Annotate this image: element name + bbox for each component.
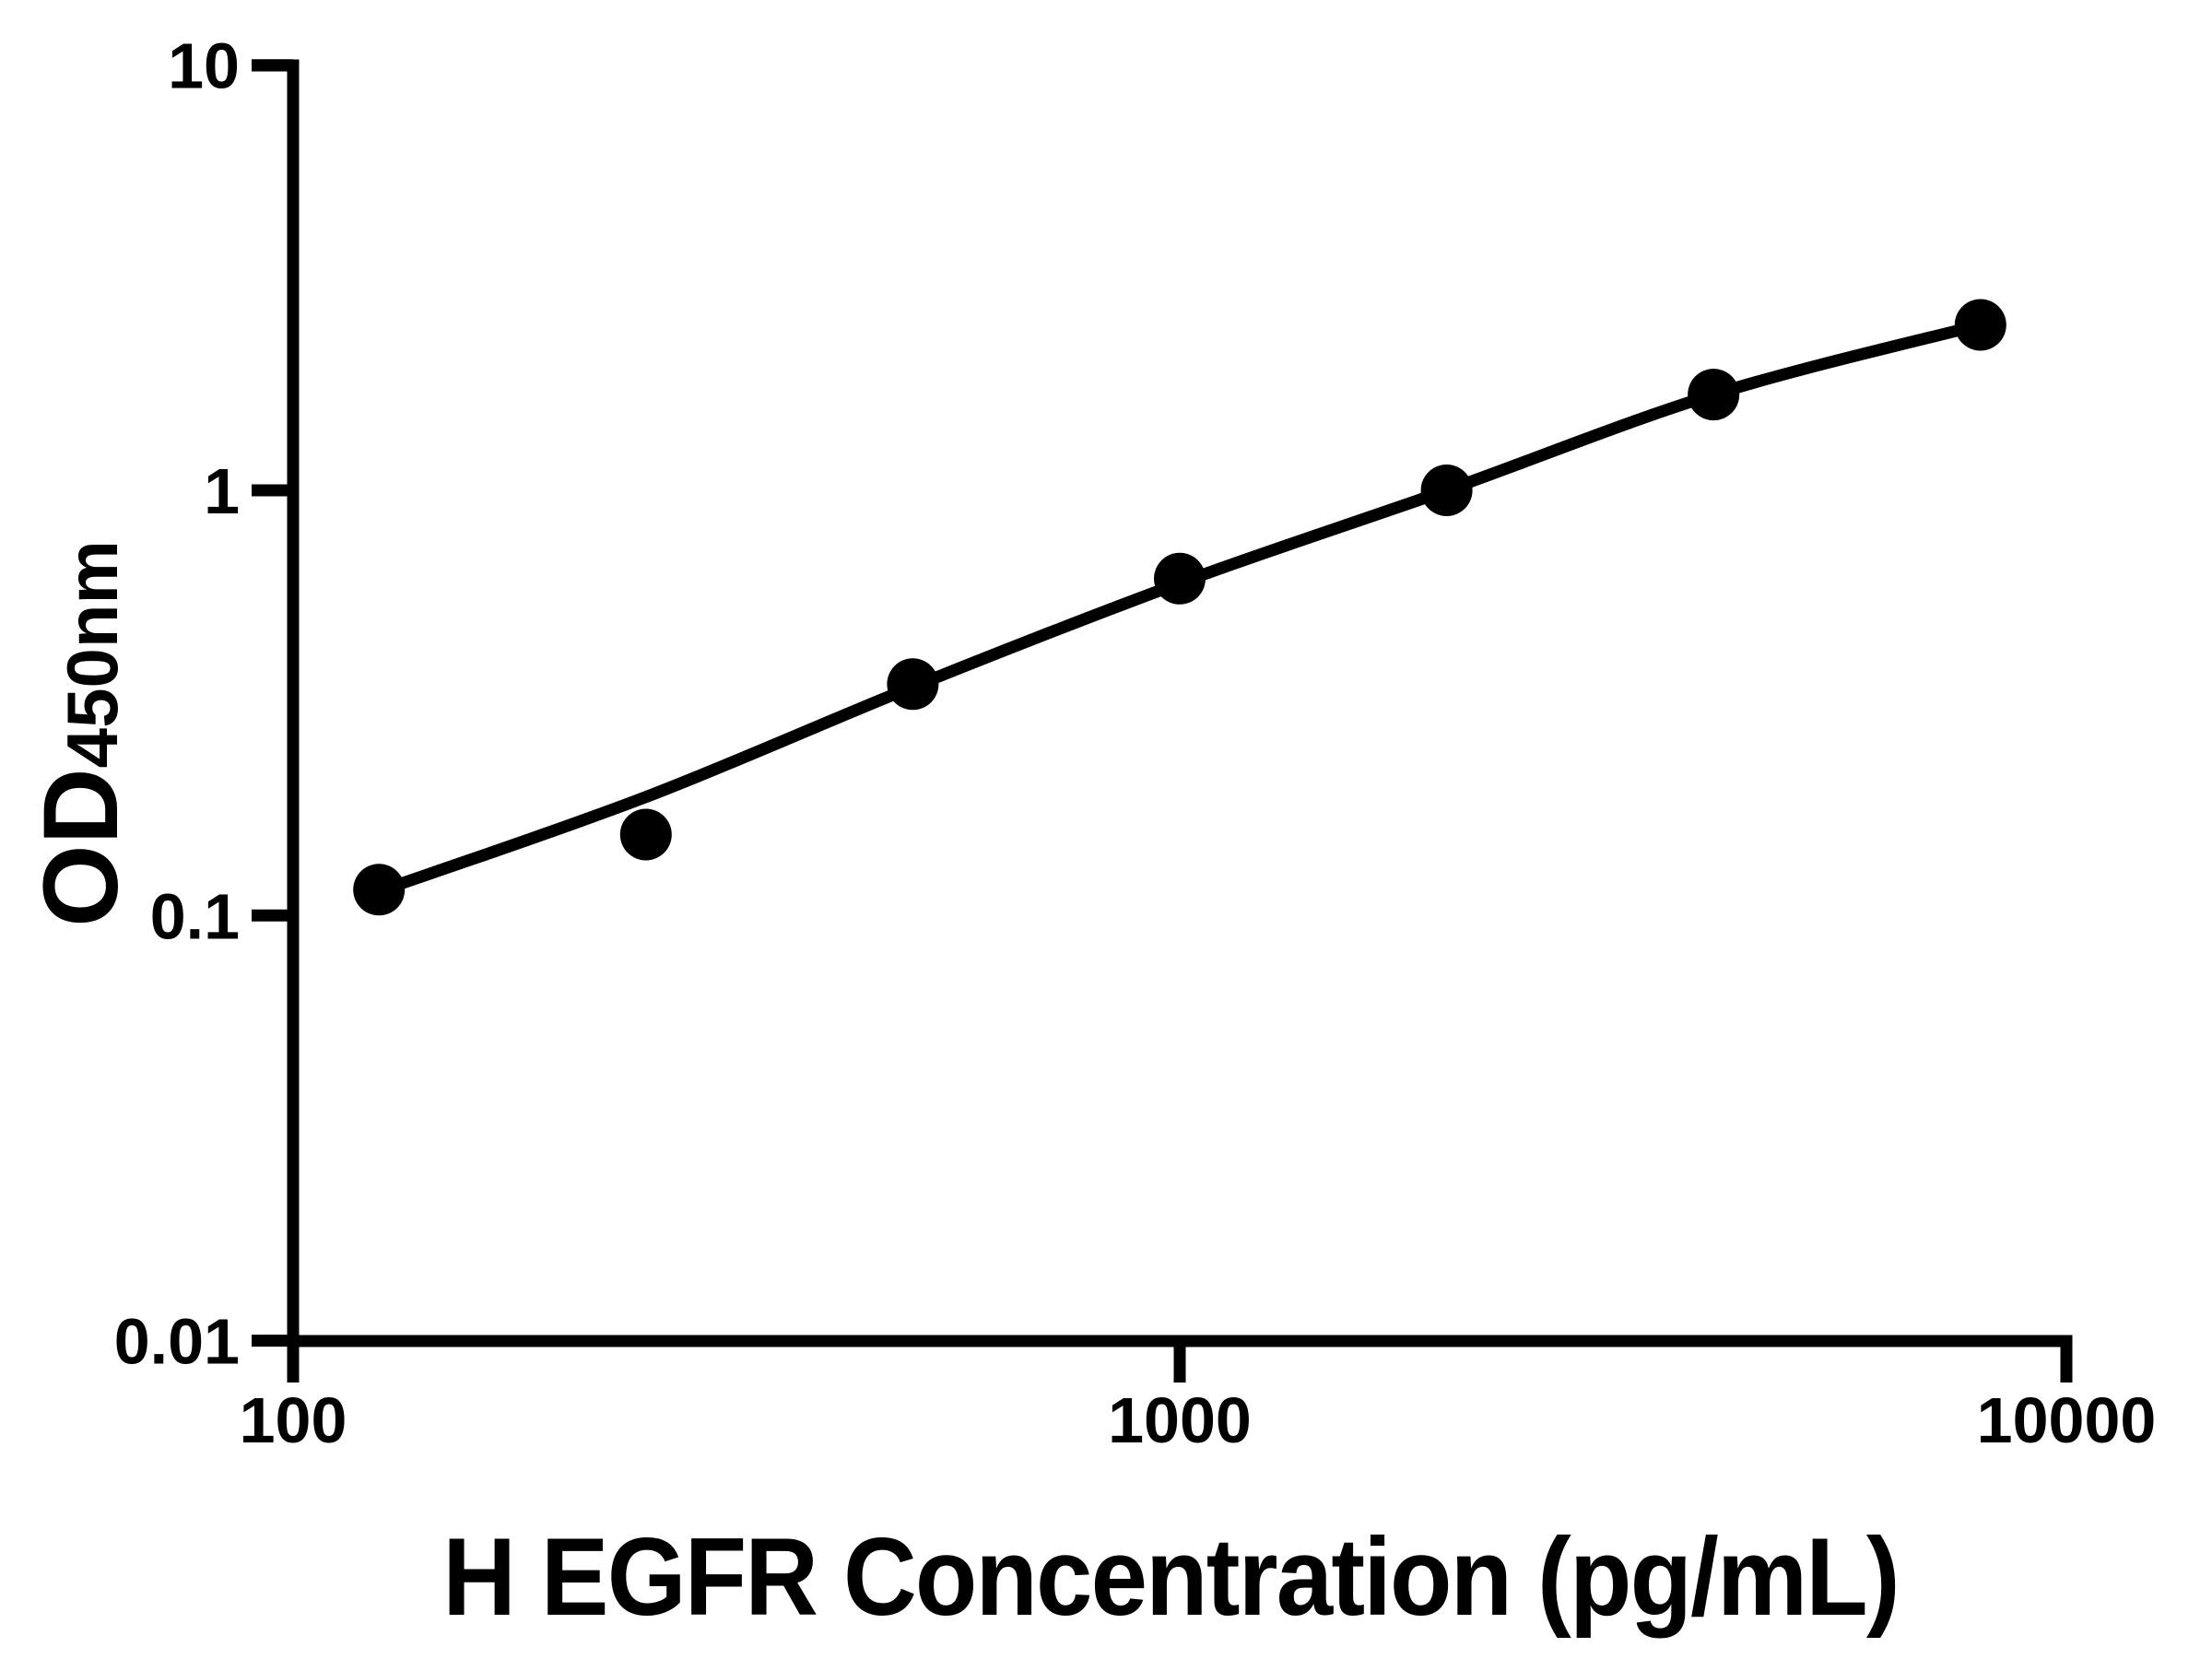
y-tick-label-1: 1: [204, 455, 240, 527]
y-axis-title-od: OD: [22, 768, 140, 927]
x-axis-title: H EGFR Concentration (pg/mL): [442, 1516, 1899, 1639]
y-axis-title: OD450nm: [22, 540, 140, 927]
axes: [252, 59, 2073, 1382]
y-tick-label-0.1: 0.1: [150, 880, 240, 952]
data-point-250: [619, 808, 672, 861]
y-axis-title-subscript: 450nm: [52, 540, 133, 768]
y-tick-label-10: 10: [168, 30, 240, 102]
x-tick-label-10000: 10000: [1977, 1384, 2157, 1456]
x-tick-label-100: 100: [240, 1384, 347, 1456]
fitted-curve-line: [377, 319, 1983, 898]
plot-series: [353, 299, 2006, 916]
axis-spine-and-ticks: [252, 59, 2073, 1382]
y-tick-label-0.01: 0.01: [114, 1306, 240, 1378]
x-tick-label-1000: 1000: [1108, 1384, 1252, 1456]
